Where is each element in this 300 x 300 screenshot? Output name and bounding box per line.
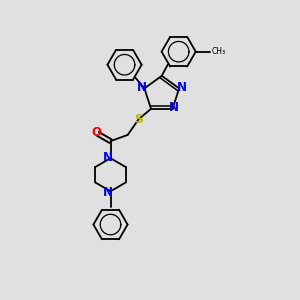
Text: CH₃: CH₃ — [212, 47, 226, 56]
Text: N: N — [177, 81, 187, 94]
Text: N: N — [103, 186, 113, 199]
Text: N: N — [137, 81, 147, 94]
Text: O: O — [92, 126, 102, 139]
Text: S: S — [134, 113, 143, 126]
Text: N: N — [103, 151, 113, 164]
Text: N: N — [169, 101, 179, 114]
